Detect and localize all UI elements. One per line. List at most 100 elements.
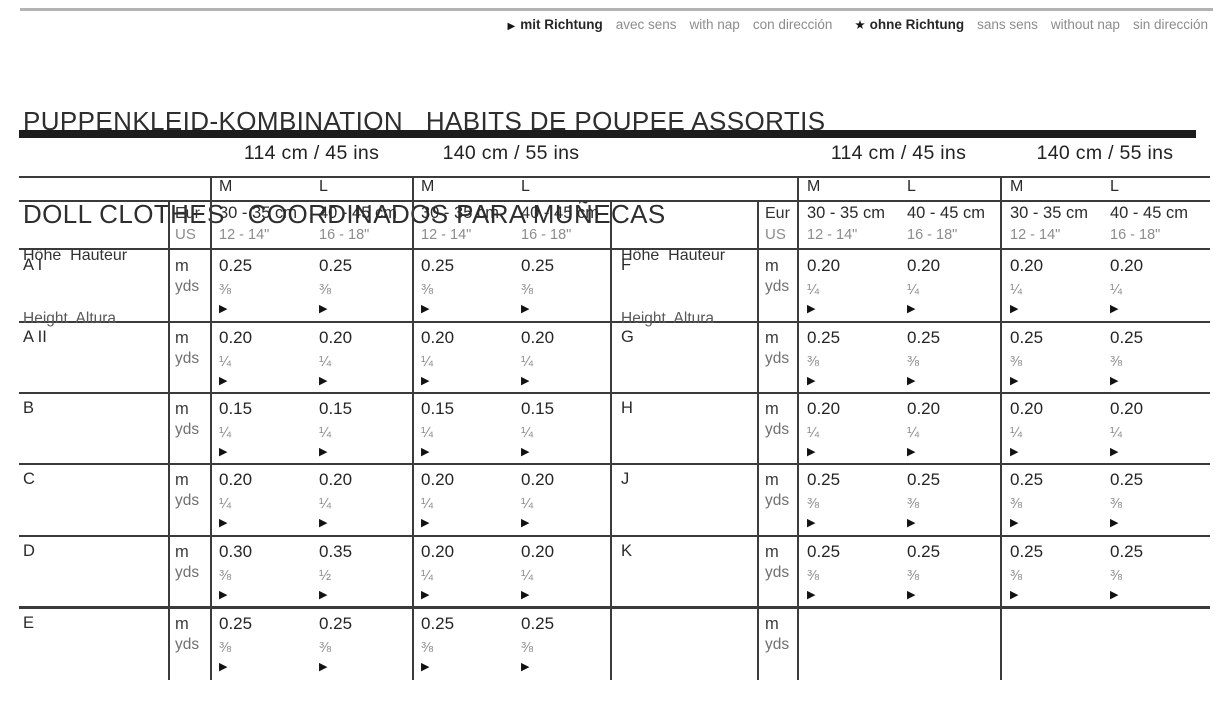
legend-label: con dirección	[752, 17, 833, 32]
nap-triangle-icon: ▶	[319, 517, 328, 529]
yards-value	[1010, 619, 1100, 637]
height-range-cm: 40 - 45 cm	[521, 204, 599, 222]
rule-under-width-headers	[19, 176, 1210, 178]
yards-value: ⅜	[1110, 496, 1123, 512]
meters-value: 0.20	[219, 470, 253, 489]
meters-value: 0.15	[521, 399, 555, 418]
meters-value: 0.20	[319, 328, 353, 347]
size-row: M L M L M L M L	[19, 178, 1210, 200]
view-label	[610, 609, 757, 614]
yardage-cell: 0.25 ⅜ ▶	[1000, 537, 1100, 602]
height-range-cm: 30 - 35 cm	[421, 204, 499, 222]
yardage-cell: 0.25 ⅜ ▶	[512, 251, 610, 316]
size-col-header: 30 - 35 cm 12 - 14"	[797, 203, 897, 243]
yards-value: ¼	[521, 496, 534, 512]
yardage-cell: 0.25 ⅜ ▶	[797, 465, 897, 530]
star-icon: ★	[854, 18, 866, 32]
size-label: L	[1110, 178, 1119, 195]
meters-value: 0.15	[319, 399, 353, 418]
meters-value: 0.20	[1010, 399, 1044, 418]
yards-value: ¼	[907, 282, 920, 298]
nap-triangle-icon: ▶	[421, 517, 430, 529]
height-header-en-es: Height Altura	[621, 310, 715, 327]
height-range-cm: 40 - 45 cm	[907, 204, 985, 222]
yardage-cell: 0.20 ¼ ▶	[1100, 251, 1210, 316]
view-label: E	[23, 614, 35, 632]
height-range-in: 12 - 14"	[1010, 227, 1061, 243]
yardage-cell: 0.20 ¼ ▶	[897, 251, 1000, 316]
yards-value: ¼	[907, 425, 920, 441]
yardage-cell: 0.25 ⅜ ▶	[1000, 323, 1100, 388]
table-row: D m yds 0.30 ⅜ ▶ 0.35 ½ ▶ 0.20 ¼ ▶ 0.20 ¼ ▶ K m yd…	[19, 537, 1210, 607]
yards-value: ¼	[807, 425, 820, 441]
meters-value: 0.15	[421, 399, 455, 418]
yardage-cell: 0.25 ⅜ ▶	[897, 323, 1000, 388]
width-header-140-right: 140 cm / 55 ins	[1036, 142, 1174, 164]
nap-triangle-icon: ▶	[521, 375, 530, 387]
nap-triangle-icon: ▶	[1010, 517, 1019, 529]
meters-value: 0.20	[907, 399, 941, 418]
size-col-header: 40 - 45 cm 16 - 18"	[310, 203, 412, 243]
nap-triangle-icon: ▶	[421, 375, 430, 387]
height-range-cm: 40 - 45 cm	[319, 204, 397, 222]
unit-m: m	[765, 471, 779, 489]
view-label: C	[23, 470, 35, 488]
yards-value: ⅜	[319, 282, 332, 298]
yardage-cell: 0.20 ¼ ▶	[412, 537, 512, 602]
view-label: F	[621, 256, 632, 274]
nap-triangle-icon: ▶	[521, 446, 530, 458]
yards-value: ¼	[521, 568, 534, 584]
yardage-cell: 0.25 ⅜ ▶	[797, 323, 897, 388]
col-divider	[1000, 176, 1002, 680]
height-header: Höhe Hauteur Height Altura	[19, 203, 168, 371]
meters-value: 0.25	[521, 256, 555, 275]
meters-value: 0.20	[1110, 256, 1144, 275]
view-label: H	[621, 399, 633, 417]
yards-value: ¼	[219, 354, 232, 370]
yards-value: ¼	[521, 354, 534, 370]
col-divider	[210, 176, 212, 680]
unit-yds: yds	[765, 636, 790, 653]
yards-value: ½	[319, 568, 332, 584]
yards-value: ¼	[1110, 425, 1123, 441]
yardage-cell: 0.20 ¼ ▶	[897, 394, 1000, 459]
meters-value: 0.25	[1010, 470, 1044, 489]
nap-triangle-icon: ▶	[319, 303, 328, 315]
nap-triangle-icon: ▶	[907, 303, 916, 315]
yards-value: ⅜	[319, 640, 332, 656]
meters-value: 0.35	[319, 542, 353, 561]
size-label: M	[219, 178, 233, 195]
row-divider	[19, 392, 1210, 394]
row-divider	[19, 606, 1210, 609]
width-header-140-left: 140 cm / 55 ins	[442, 142, 580, 164]
yards-value: ⅜	[219, 568, 232, 584]
meters-value	[1010, 609, 1100, 614]
yardage-cell: 0.25 ⅜ ▶	[210, 609, 310, 674]
col-divider	[757, 200, 759, 680]
nap-triangle-icon: ▶	[319, 661, 328, 673]
yardage-cell: 0.25 ⅜ ▶	[1100, 537, 1210, 602]
legend-label: avec sens	[615, 17, 677, 32]
height-range-in: 12 - 14"	[219, 227, 270, 243]
view-label: D	[23, 542, 35, 560]
meters-value: 0.20	[521, 542, 555, 561]
unit-m: m	[765, 400, 779, 418]
table-row: B m yds 0.15 ¼ ▶ 0.15 ¼ ▶ 0.15 ¼ ▶ 0.15 ¼ ▶ H m yd…	[19, 394, 1210, 464]
yards-value	[907, 619, 1000, 637]
meters-value: 0.25	[907, 328, 941, 347]
rule-under-size-row	[19, 200, 1210, 202]
height-range-in: 16 - 18"	[521, 227, 572, 243]
yardage-cell: 0.25 ⅜ ▶	[412, 609, 512, 674]
yards-value	[1110, 619, 1210, 637]
col-divider	[797, 176, 799, 680]
col-divider	[610, 200, 612, 680]
top-divider	[20, 8, 1213, 11]
nap-triangle-icon: ▶	[421, 589, 430, 601]
size-col-header: 30 - 35 cm 12 - 14"	[1000, 203, 1100, 243]
meters-value: 0.25	[1010, 328, 1044, 347]
meters-value: 0.20	[807, 256, 841, 275]
meters-value: 0.25	[219, 256, 253, 275]
yards-value: ⅜	[907, 496, 920, 512]
height-range-cm: 30 - 35 cm	[1010, 204, 1088, 222]
legend-with-nap: ▶ mit Richtung	[508, 17, 603, 32]
